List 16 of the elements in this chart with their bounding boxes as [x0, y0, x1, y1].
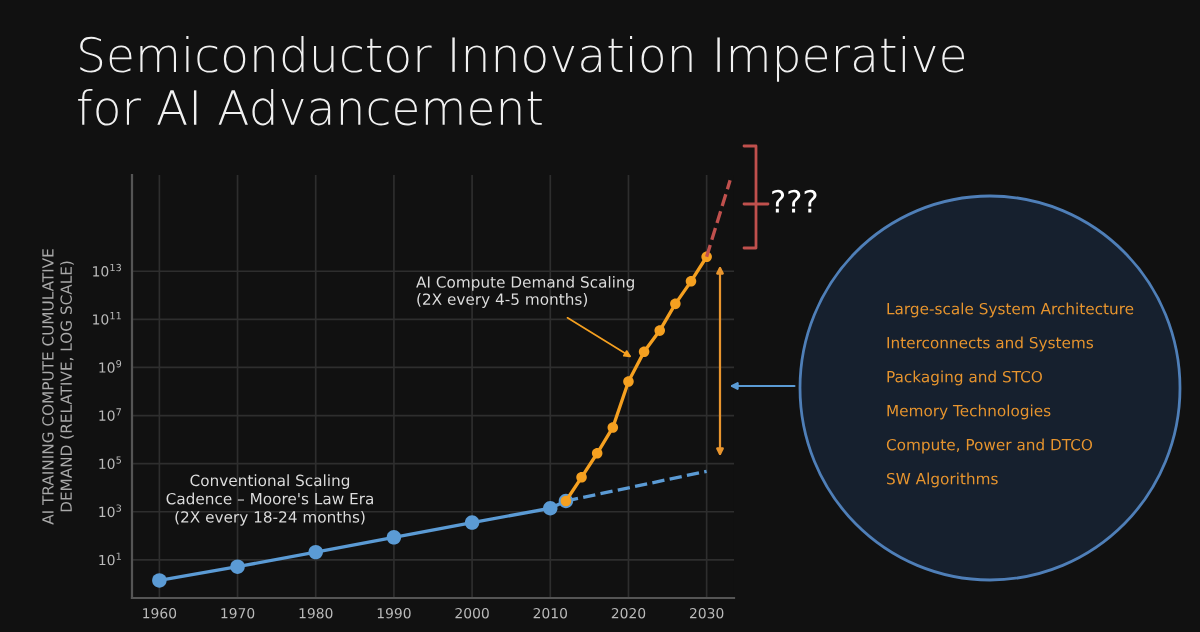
point: [654, 325, 666, 336]
point: [576, 472, 587, 483]
point: [152, 573, 167, 588]
point: [607, 422, 619, 433]
point: [386, 530, 402, 545]
point: [308, 544, 323, 560]
point: [464, 515, 480, 530]
point: [591, 448, 603, 459]
chart-title: Semiconductor Innovation Imperative for AI Advancement: [78, 36, 965, 126]
point: [670, 298, 681, 310]
point: [685, 276, 697, 287]
point: [543, 501, 558, 516]
point: [230, 559, 245, 574]
point: [623, 376, 634, 387]
text: ???: [772, 189, 817, 213]
point: [638, 346, 650, 357]
